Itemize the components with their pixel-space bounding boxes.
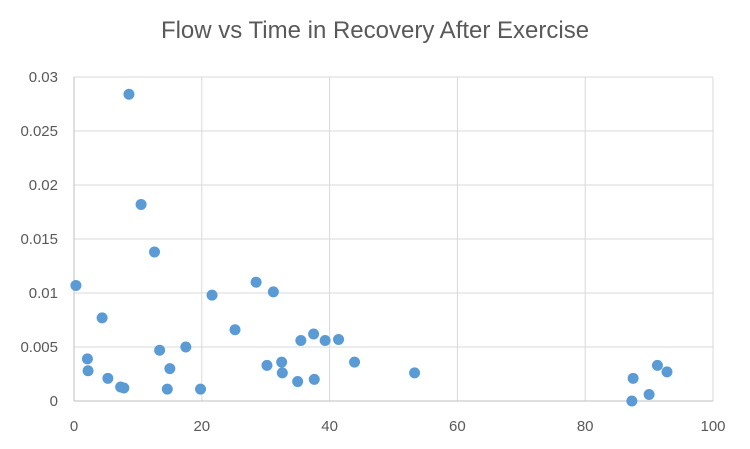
data-point (292, 376, 304, 388)
data-point (626, 395, 638, 407)
data-point (81, 353, 93, 365)
data-point (308, 328, 320, 340)
data-point (70, 279, 82, 291)
data-point (267, 286, 279, 298)
y-tick-label: 0.025 (20, 123, 58, 140)
data-point (276, 367, 288, 379)
data-point (651, 359, 663, 371)
data-point (164, 363, 176, 375)
x-tick-label: 0 (70, 418, 78, 435)
data-point (308, 373, 320, 385)
y-tick-label: 0.01 (29, 285, 58, 302)
data-point (118, 382, 130, 394)
y-tick-label: 0.02 (29, 177, 58, 194)
data-points (70, 88, 673, 407)
gridlines (74, 76, 714, 401)
x-tick-label: 40 (321, 418, 338, 435)
axes (73, 77, 713, 402)
y-tick-label: 0.005 (20, 339, 58, 356)
x-tick-label: 60 (449, 418, 466, 435)
y-axis-tick-labels: 0 0.005 0.01 0.015 0.02 0.025 0.03 (20, 69, 58, 410)
chart-title: Flow vs Time in Recovery After Exercise (160, 17, 590, 44)
x-tick-label: 80 (577, 418, 594, 435)
data-point (409, 367, 421, 379)
data-point (250, 276, 262, 288)
data-point (643, 389, 655, 401)
data-point (195, 383, 207, 395)
data-point (206, 289, 218, 301)
y-tick-label: 0 (50, 393, 58, 410)
data-point (661, 366, 673, 378)
data-point (149, 246, 161, 258)
data-point (276, 356, 288, 368)
data-point (82, 365, 94, 377)
data-point (349, 356, 361, 368)
data-point (123, 88, 135, 100)
data-point (154, 344, 166, 356)
x-axis-tick-labels: 0 20 40 60 80 100 (70, 418, 726, 435)
y-tick-label: 0.015 (20, 231, 58, 248)
data-point (627, 372, 639, 384)
y-tick-label: 0.03 (29, 69, 58, 86)
data-point (333, 333, 345, 345)
data-point (261, 359, 273, 371)
data-point (96, 312, 108, 324)
data-point (161, 383, 173, 395)
data-point (102, 372, 114, 384)
data-point (229, 324, 241, 336)
x-tick-label: 100 (700, 418, 725, 435)
data-point (135, 198, 147, 210)
data-point (295, 335, 307, 347)
data-point (319, 335, 331, 347)
x-tick-label: 20 (193, 418, 210, 435)
data-point (180, 341, 192, 353)
